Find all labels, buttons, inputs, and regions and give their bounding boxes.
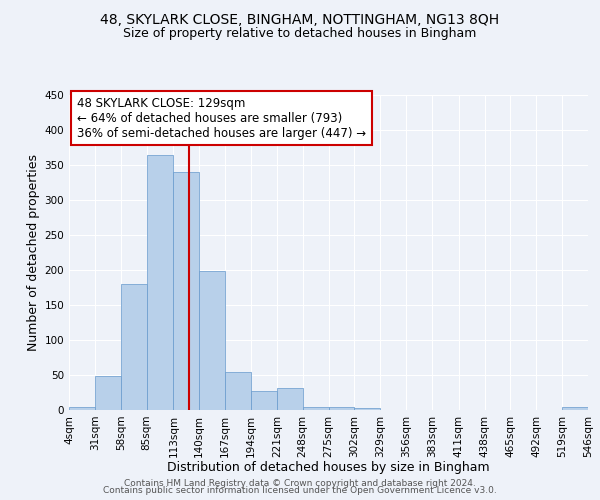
Bar (562, 407, 588, 410)
Bar (329, 406, 355, 410)
Text: Contains HM Land Registry data © Crown copyright and database right 2024.: Contains HM Land Registry data © Crown c… (124, 478, 476, 488)
Y-axis label: Number of detached properties: Number of detached properties (27, 154, 40, 351)
Bar (225, 372, 251, 410)
Bar (146, 154, 173, 410)
Bar (302, 406, 329, 410)
Text: Contains public sector information licensed under the Open Government Licence v3: Contains public sector information licen… (103, 486, 497, 495)
Text: Size of property relative to detached houses in Bingham: Size of property relative to detached ho… (124, 28, 476, 40)
Bar (251, 391, 277, 410)
Bar (69, 407, 95, 410)
Text: 48 SKYLARK CLOSE: 129sqm
← 64% of detached houses are smaller (793)
36% of semi-: 48 SKYLARK CLOSE: 129sqm ← 64% of detach… (77, 96, 366, 140)
Bar (173, 172, 199, 410)
Bar (95, 376, 121, 410)
Text: 48, SKYLARK CLOSE, BINGHAM, NOTTINGHAM, NG13 8QH: 48, SKYLARK CLOSE, BINGHAM, NOTTINGHAM, … (100, 12, 500, 26)
Bar (199, 272, 225, 410)
Bar (277, 388, 302, 410)
X-axis label: Distribution of detached houses by size in Bingham: Distribution of detached houses by size … (167, 461, 490, 474)
Bar (121, 284, 146, 410)
Bar (355, 408, 380, 410)
